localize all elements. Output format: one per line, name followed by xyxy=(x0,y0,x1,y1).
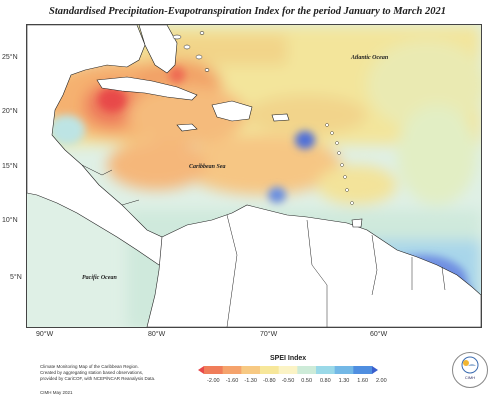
map-panel: Atlantic Ocean Caribbean Sea Pacific Oce… xyxy=(26,24,482,328)
legend-tick-label: 1.60 xyxy=(357,378,369,384)
lat-label-15n: 15°N xyxy=(2,163,18,170)
legend-tick-label: -1.30 xyxy=(244,378,257,384)
legend-tick-label: -0.50 xyxy=(281,378,295,384)
legend-title: SPEI Index xyxy=(270,355,307,362)
legend-swatch xyxy=(260,366,280,374)
legend-tick-label: -1.60 xyxy=(225,378,239,384)
lat-label-10n: 10°N xyxy=(2,217,18,224)
map-title: Standardised Precipitation-Evapotranspir… xyxy=(48,6,446,17)
logo-text: CIMH xyxy=(464,375,476,380)
footnote-line: Climate Monitoring Map of the Caribbean … xyxy=(40,364,139,369)
lon-label-60w: 60°W xyxy=(370,331,388,338)
lon-label-70w: 70°W xyxy=(260,331,278,338)
legend-swatch xyxy=(278,366,298,374)
legend-tick-label: 2.00 xyxy=(375,378,387,384)
cimh-logo: CIMH xyxy=(452,352,488,388)
legend-cap-low xyxy=(198,366,204,374)
land-masses xyxy=(27,25,481,327)
lon-label-80w: 80°W xyxy=(148,331,166,338)
legend-swatch xyxy=(316,366,336,374)
caribbean-sea-label: Caribbean Sea xyxy=(189,164,226,170)
lat-label-5n: 5°N xyxy=(10,274,22,281)
spei-map xyxy=(27,25,481,327)
legend-swatch xyxy=(297,366,317,374)
legend-swatch xyxy=(241,366,261,374)
legend-tick-label: -0.80 xyxy=(263,378,276,384)
legend-tick-label: 0.80 xyxy=(319,378,331,384)
legend-ticks: -2.00 -1.60 -1.30 -0.80 -0.50 0.50 0.80 1.30 1.6… xyxy=(200,378,387,386)
pacific-ocean-label: Pacific Ocean xyxy=(82,275,117,281)
lat-label-25n: 25°N xyxy=(2,54,18,61)
lon-label-90w: 90°W xyxy=(36,331,54,338)
legend-tick-label: 1.30 xyxy=(338,378,350,384)
credit-text: CIMH May 2021 xyxy=(40,390,73,395)
atlantic-ocean-label: Atlantic Ocean xyxy=(351,55,389,61)
legend-swatch xyxy=(204,366,224,374)
lat-label-20n: 20°N xyxy=(2,108,18,115)
footnote-line: provided by CariCOF, with NCEP/NCAR Rean… xyxy=(40,376,156,381)
legend-swatch xyxy=(222,366,242,374)
footnote-line: Created by aggregating station based obs… xyxy=(40,370,144,375)
legend-colorbar xyxy=(198,366,378,374)
legend-cap-high xyxy=(372,366,378,374)
legend-tick-label: 0.50 xyxy=(301,378,313,384)
legend-swatch xyxy=(353,366,373,374)
footnote: Climate Monitoring Map of the Caribbean … xyxy=(40,364,190,382)
legend-tick-label: -2.00 xyxy=(207,378,220,384)
legend-swatch xyxy=(334,366,354,374)
